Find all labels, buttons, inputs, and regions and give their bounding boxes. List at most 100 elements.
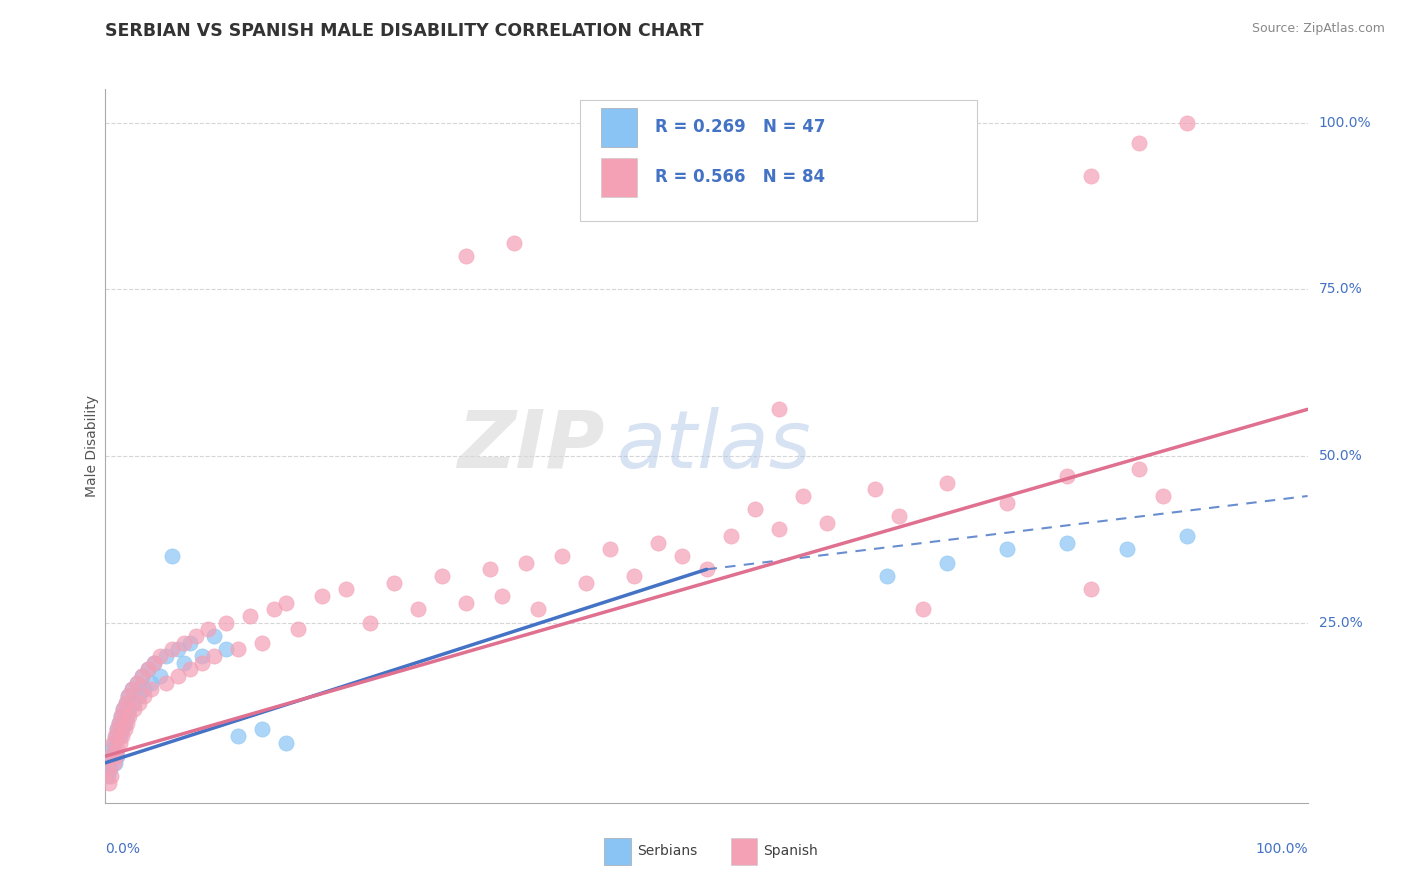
Point (430, 569, 453, 583)
Point (107, 723, 129, 737)
Point (184, 629, 207, 643)
Point (696, 562, 718, 576)
Point (132, 682, 155, 697)
Point (128, 696, 150, 710)
Point (815, 516, 838, 530)
Point (250, 723, 273, 737)
Text: 100.0%: 100.0% (1319, 116, 1371, 129)
Point (1152, 489, 1174, 503)
Point (173, 656, 195, 670)
Point (768, 402, 790, 417)
Point (103, 756, 125, 770)
Point (110, 709, 132, 723)
Point (190, 649, 212, 664)
Point (491, 589, 513, 603)
Point (115, 696, 138, 710)
Point (599, 542, 621, 557)
Point (274, 596, 297, 610)
Point (382, 575, 405, 590)
Point (121, 682, 143, 697)
Point (479, 562, 502, 576)
Point (287, 623, 309, 637)
Point (148, 649, 170, 664)
Point (792, 489, 814, 503)
Point (160, 549, 183, 563)
Point (108, 729, 131, 743)
Text: atlas: atlas (616, 407, 811, 485)
Point (406, 602, 429, 616)
Point (100, 749, 122, 764)
Bar (605, 838, 631, 865)
Point (124, 702, 146, 716)
Point (936, 475, 959, 490)
Text: Source: ZipAtlas.com: Source: ZipAtlas.com (1251, 22, 1385, 36)
Text: SERBIAN VS SPANISH MALE DISABILITY CORRELATION CHART: SERBIAN VS SPANISH MALE DISABILITY CORRE… (105, 22, 704, 40)
Point (1116, 542, 1139, 557)
Text: 100.0%: 100.0% (1256, 842, 1308, 856)
Point (226, 642, 249, 657)
Point (263, 602, 285, 616)
Point (197, 623, 219, 637)
Point (1080, 169, 1102, 183)
Y-axis label: Male Disability: Male Disability (84, 395, 98, 497)
Text: 50.0%: 50.0% (1319, 449, 1362, 463)
Point (131, 669, 153, 683)
Point (115, 696, 138, 710)
Point (274, 736, 297, 750)
Point (179, 636, 201, 650)
Point (995, 542, 1018, 557)
Point (671, 549, 693, 563)
Point (160, 642, 183, 657)
Point (98, 776, 121, 790)
Point (101, 736, 124, 750)
Text: 75.0%: 75.0% (1319, 282, 1362, 296)
Point (1056, 469, 1078, 483)
Point (98, 749, 121, 764)
Point (131, 669, 153, 683)
Point (226, 729, 249, 743)
Point (1175, 529, 1198, 543)
Point (214, 615, 236, 630)
Point (104, 729, 127, 743)
Point (936, 556, 959, 570)
Point (503, 235, 526, 250)
Point (139, 675, 162, 690)
Point (118, 702, 141, 716)
Point (1128, 462, 1150, 476)
Point (190, 656, 212, 670)
Point (142, 656, 165, 670)
Point (105, 729, 128, 743)
Point (1175, 115, 1198, 129)
Point (250, 636, 273, 650)
Point (107, 715, 129, 730)
Point (98, 756, 121, 770)
Point (173, 636, 195, 650)
Point (166, 669, 188, 683)
Text: R = 0.566   N = 84: R = 0.566 N = 84 (655, 169, 825, 186)
Point (575, 575, 598, 590)
FancyBboxPatch shape (581, 100, 977, 221)
Point (104, 756, 127, 770)
Bar (731, 838, 756, 865)
Point (115, 715, 138, 730)
Text: 25.0%: 25.0% (1319, 615, 1362, 630)
Point (125, 675, 148, 690)
Point (98, 763, 121, 777)
Point (335, 582, 357, 597)
Point (623, 569, 645, 583)
Bar (600, 158, 637, 197)
Point (527, 602, 550, 616)
Text: ZIP: ZIP (457, 407, 605, 485)
Point (124, 696, 146, 710)
Point (155, 649, 177, 664)
Point (117, 689, 139, 703)
Point (111, 723, 134, 737)
Point (112, 702, 135, 716)
Point (121, 682, 143, 697)
Point (136, 662, 159, 676)
Point (647, 535, 669, 549)
Point (311, 589, 333, 603)
Point (454, 596, 477, 610)
Point (863, 483, 886, 497)
Point (114, 723, 136, 737)
